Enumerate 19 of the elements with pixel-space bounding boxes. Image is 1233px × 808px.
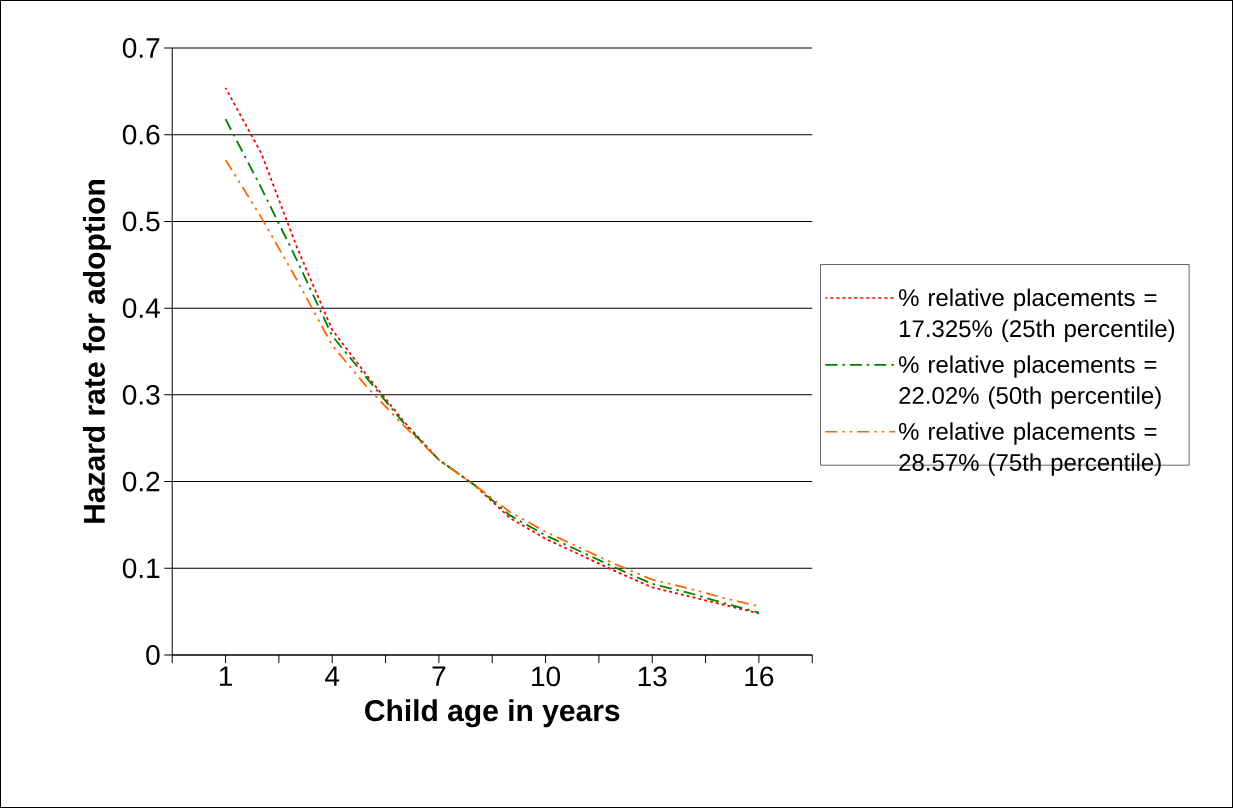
x-tick-label: 16 <box>745 666 774 687</box>
y-tick-label: 0.2 <box>122 471 160 492</box>
y-tick-label: 0.1 <box>122 558 160 579</box>
x-tick-label: 13 <box>638 666 667 687</box>
y-tick-label: 0 <box>146 645 160 665</box>
x-tick-label: 7 <box>432 666 446 686</box>
legend-label: % relative placements = 17.325% (25th percentile) <box>898 288 1175 342</box>
legend-label: % relative placements = 28.57% (75th percentile) <box>898 422 1161 476</box>
y-tick-label: 0.4 <box>122 298 160 319</box>
legend-label: % relative placements = 22.02% (50th percentile) <box>898 355 1161 409</box>
x-axis-title: Child age in years <box>365 699 620 728</box>
y-tick-label: 0.3 <box>122 384 160 405</box>
x-tick-label: 1 <box>219 666 232 686</box>
y-axis-title: Hazard rate for adoption <box>82 180 111 523</box>
y-tick-label: 0.7 <box>122 38 160 58</box>
x-tick-label: 10 <box>532 666 561 687</box>
y-tick-label: 0.5 <box>122 211 160 232</box>
x-tick-label: 4 <box>325 666 340 686</box>
y-tick-label: 0.6 <box>122 124 160 145</box>
